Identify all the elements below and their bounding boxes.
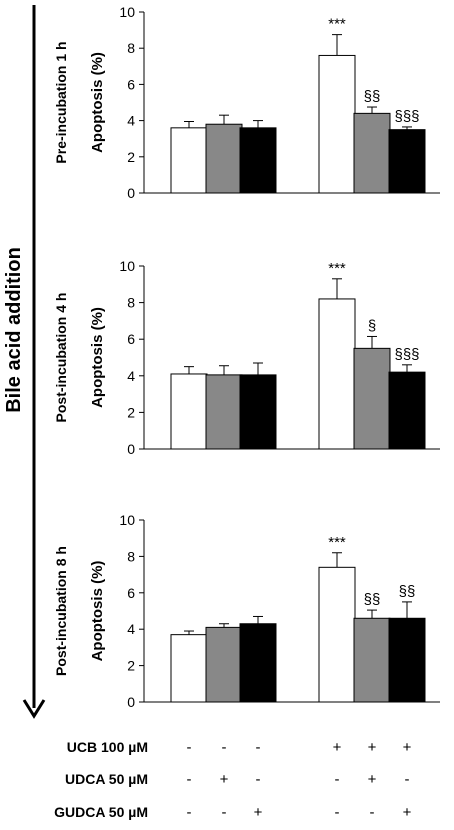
bar — [388, 129, 426, 194]
bar — [239, 374, 277, 450]
y-tick-label: 10 — [119, 4, 135, 20]
bar — [353, 347, 391, 450]
y-tick-label: 4 — [127, 113, 135, 129]
y-tick-label: 8 — [127, 295, 135, 311]
condition-sign: + — [333, 739, 342, 756]
y-tick-label: 0 — [127, 441, 135, 457]
condition-sign: + — [403, 804, 412, 821]
bar — [388, 617, 426, 703]
bar — [353, 112, 391, 194]
bar — [170, 634, 208, 703]
condition-sign: + — [368, 771, 377, 788]
bar — [318, 566, 356, 703]
condition-sign: - — [222, 804, 227, 821]
y-tick-label: 6 — [127, 331, 135, 347]
significance-label: *** — [328, 534, 346, 551]
bar — [170, 373, 208, 450]
condition-sign: - — [187, 771, 192, 788]
significance-label: §§ — [399, 583, 416, 600]
significance-label: *** — [328, 260, 346, 277]
y-axis-label: Apoptosis (%) — [89, 52, 106, 153]
bar — [239, 127, 277, 194]
y-tick-label: 8 — [127, 40, 135, 56]
side-label: Bile acid addition — [3, 247, 25, 413]
condition-sign: - — [405, 771, 410, 788]
y-tick-label: 2 — [127, 149, 135, 165]
condition-sign: - — [187, 804, 192, 821]
y-tick-label: 6 — [127, 585, 135, 601]
condition-sign: - — [187, 739, 192, 756]
panel-title: Post-incubation 8 h — [53, 546, 69, 676]
bar — [318, 54, 356, 194]
y-tick-label: 0 — [127, 694, 135, 710]
condition-sign: - — [256, 739, 261, 756]
panel-2: 0 2 4 6 8 10 Apoptosis (%) Post-incubation 4 h *… — [53, 258, 440, 457]
y-tick-label: 10 — [119, 258, 135, 274]
y-axis-label: Apoptosis (%) — [89, 561, 106, 662]
panel-title: Pre-incubation 1 h — [53, 41, 69, 163]
condition-sign: - — [335, 804, 340, 821]
bar — [205, 626, 243, 703]
y-tick-label: 6 — [127, 76, 135, 92]
condition-sign: - — [222, 739, 227, 756]
significance-label: *** — [328, 16, 346, 33]
bar — [170, 127, 208, 194]
y-tick-label: 8 — [127, 548, 135, 564]
bar — [388, 371, 426, 450]
chart-panels: 0 2 4 6 8 10 Apoptosis (%) Pre-incubation 1 h **… — [53, 4, 440, 710]
condition-label-gudca: GUDCA 50 µM — [54, 804, 148, 820]
y-tick-label: 2 — [127, 404, 135, 420]
significance-label: §§§ — [394, 108, 419, 125]
conditions-table: UCB 100 µM UDCA 50 µM GUDCA 50 µM - - - + + +… — [54, 739, 412, 821]
significance-label: § — [368, 317, 376, 334]
bar — [353, 617, 391, 703]
significance-label: §§ — [364, 88, 381, 105]
time-arrow-head — [22, 699, 46, 719]
bar — [205, 123, 243, 194]
condition-sign: + — [403, 739, 412, 756]
panel-title: Post-incubation 4 h — [53, 293, 69, 423]
bar — [239, 623, 277, 703]
condition-sign: - — [256, 771, 261, 788]
condition-sign: + — [220, 771, 229, 788]
condition-sign: + — [254, 804, 263, 821]
condition-label-udca: UDCA 50 µM — [65, 771, 148, 787]
condition-sign: + — [368, 739, 377, 756]
y-axis-label: Apoptosis (%) — [89, 307, 106, 408]
y-tick-label: 4 — [127, 368, 135, 384]
condition-sign: - — [370, 804, 375, 821]
panel-3: 0 2 4 6 8 10 Apoptosis (%) Post-incubation 8 h *… — [53, 512, 440, 710]
bar — [318, 298, 356, 450]
significance-label: §§§ — [394, 346, 419, 363]
bar — [205, 374, 243, 450]
y-tick-label: 4 — [127, 621, 135, 637]
panel-1: 0 2 4 6 8 10 Apoptosis (%) Pre-incubation 1 h **… — [53, 4, 440, 201]
condition-label-ucb: UCB 100 µM — [67, 739, 148, 755]
y-tick-label: 10 — [119, 512, 135, 528]
condition-sign: - — [335, 771, 340, 788]
significance-label: §§ — [364, 591, 381, 608]
y-tick-label: 2 — [127, 658, 135, 674]
y-tick-label: 0 — [127, 185, 135, 201]
